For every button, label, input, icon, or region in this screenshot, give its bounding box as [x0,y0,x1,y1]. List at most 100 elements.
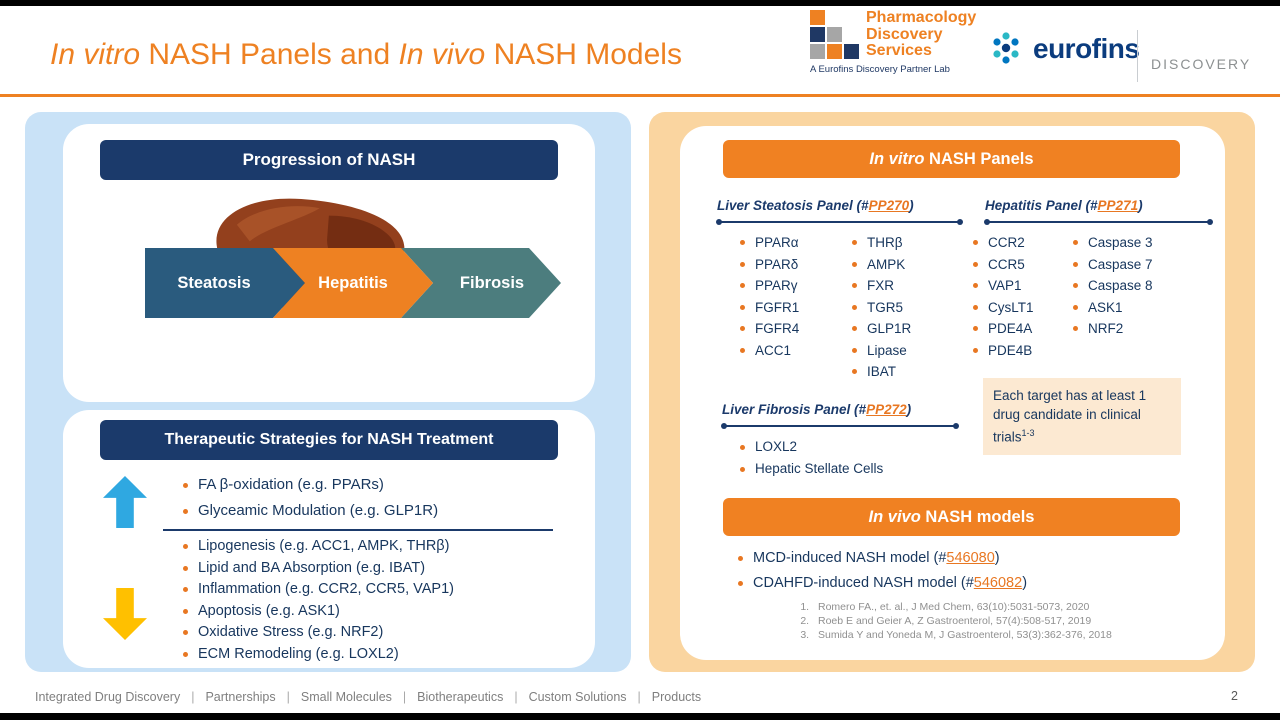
strategies-header: Therapeutic Strategies for NASH Treatmen… [100,420,558,460]
stage-label: Fibrosis [459,273,525,292]
down-arrow-icon [103,588,147,640]
invitro-panels-header: In vitro NASH Panels [723,140,1180,178]
title-end: NASH Models [485,38,682,71]
pds-logo-wordmark: Pharmacology Discovery Services [866,9,977,60]
target-item: CCR5 [973,254,1034,276]
target-item: THRβ [852,232,911,254]
bullet-icon [740,444,745,450]
progression-stage-chevron: Fibrosis [401,248,561,318]
strategy-item: Apoptosis (e.g. ASK1) [183,601,454,623]
pds-logo: Pharmacology Discovery Services A Eurofi… [810,9,977,75]
bullet-icon [852,261,857,267]
eurofins-logo: eurofins [985,28,1140,70]
bullet-icon [738,556,743,561]
bullet-icon [1073,304,1078,310]
target-item: FGFR1 [740,297,799,319]
bullet-icon [740,326,745,332]
reference-item: Romero FA., et. al., J Med Chem, 63(10):… [812,600,1242,614]
eurofins-division-label: DISCOVERY [1151,56,1252,72]
model-number-link[interactable]: 546080 [946,550,995,566]
target-item: IBAT [852,361,911,383]
bullet-icon [1073,283,1078,289]
steatosis-title-rule [716,219,963,225]
pp271-link[interactable]: PP271 [1097,198,1139,213]
bullet-icon [852,304,857,310]
strategies-card: Therapeutic Strategies for NASH Treatmen… [63,410,595,668]
invivo-model-item: CDAHFD-induced NASH model (# 546082) [738,571,1027,596]
bullet-icon [1073,240,1078,246]
target-item: PDE4A [973,318,1034,340]
reference-item: Roeb E and Geier A, Z Gastroenterol, 57(… [812,614,1242,628]
target-item: VAP1 [973,275,1034,297]
invivo-models-list: MCD-induced NASH model (# 546080) CDAHFD-i… [738,546,1027,596]
bullet-icon [1073,326,1078,332]
bullet-icon [183,508,188,514]
header-rule [0,94,1280,97]
bullet-icon [740,466,745,472]
steatosis-targets-col2: THRβ AMPK FXR TGR5 GLP1R Lipase IBAT [852,232,911,383]
upregulated-list: FA β-oxidation (e.g. PPARs) Glyceamic Mod… [183,472,438,524]
logo-divider [1137,30,1138,82]
right-panel: In vitro NASH Panels Liver Steatosis Pan… [649,112,1255,672]
bullet-icon [183,587,188,593]
target-item: PDE4B [973,340,1034,362]
downregulated-list: Lipogenesis (e.g. ACC1, AMPK, THRβ) Lipid… [183,536,454,665]
strategy-item: ECM Remodeling (e.g. LOXL2) [183,644,454,666]
model-number-link[interactable]: 546082 [973,575,1023,591]
note-superscript: 1-3 [1021,428,1035,438]
strategy-item: FA β-oxidation (e.g. PPARs) [183,472,438,498]
pds-logo-tagline: A Eurofins Discovery Partner Lab [810,63,950,75]
title-italic-1: In vitro [50,38,141,71]
footer-link: Small Molecules [276,690,392,704]
reference-item: Sumida Y and Yoneda M, J Gastroenterol, … [812,628,1242,642]
steatosis-panel-title: Liver Steatosis Panel (#PP270) [717,198,914,213]
target-item: ACC1 [740,340,799,362]
bullet-icon [852,283,857,289]
bullet-icon [183,565,188,571]
page-number: 2 [1231,689,1238,703]
clinical-trials-note: Each target has at least 1 drug candidat… [983,378,1181,455]
target-item: ASK1 [1073,297,1153,319]
footer-link: Biotherapeutics [392,690,503,704]
target-item: PPARα [740,232,799,254]
target-item: Hepatic Stellate Cells [740,458,883,480]
eurofins-dots-icon [993,32,1019,64]
target-item: CysLT1 [973,297,1034,319]
pds-logo-squares-icon [810,10,859,60]
bullet-icon [183,544,188,550]
bullet-icon [183,630,188,636]
strategy-item: Lipogenesis (e.g. ACC1, AMPK, THRβ) [183,536,454,558]
footer-link: Custom Solutions [503,690,626,704]
target-item: PPARγ [740,275,799,297]
pp272-link[interactable]: PP272 [866,402,907,417]
strategy-item: Inflammation (e.g. CCR2, CCR5, VAP1) [183,579,454,601]
bullet-icon [740,347,745,353]
footer-link: Integrated Drug Discovery [35,690,181,704]
hepatitis-panel-title: Hepatitis Panel (#PP271) [985,198,1143,213]
title-mid: NASH Panels and [140,38,399,71]
hepatitis-title-rule [984,219,1213,225]
progression-stage-chevron: Steatosis [145,248,305,318]
strategy-item: Glyceamic Modulation (e.g. GLP1R) [183,498,438,524]
target-item: NRF2 [1073,318,1153,340]
bullet-icon [973,283,978,289]
target-item: FXR [852,275,911,297]
fibrosis-panel-title: Liver Fibrosis Panel (#PP272) [722,402,912,417]
bullet-icon [740,261,745,267]
hepatitis-targets-col1: CCR2 CCR5 VAP1 CysLT1 PDE4A PDE4B [973,232,1034,361]
target-item: GLP1R [852,318,911,340]
target-item: PPARδ [740,254,799,276]
footer-nav: Integrated Drug DiscoveryPartnershipsSma… [35,690,701,704]
title-italic-2: In vivo [398,38,486,71]
footer-link: Partnerships [180,690,275,704]
bullet-icon [740,240,745,246]
invivo-models-header: In vivo NASH models [723,498,1180,536]
invivo-model-item: MCD-induced NASH model (# 546080) [738,546,1027,571]
pp270-link[interactable]: PP270 [868,198,910,213]
target-item: CCR2 [973,232,1034,254]
stage-label: Steatosis [177,273,251,292]
target-item: Lipase [852,340,911,362]
bullet-icon [973,304,978,310]
up-arrow-icon [103,476,147,528]
left-panel: Progression of NASH Steatosis Hepatitis Fi… [25,112,631,672]
